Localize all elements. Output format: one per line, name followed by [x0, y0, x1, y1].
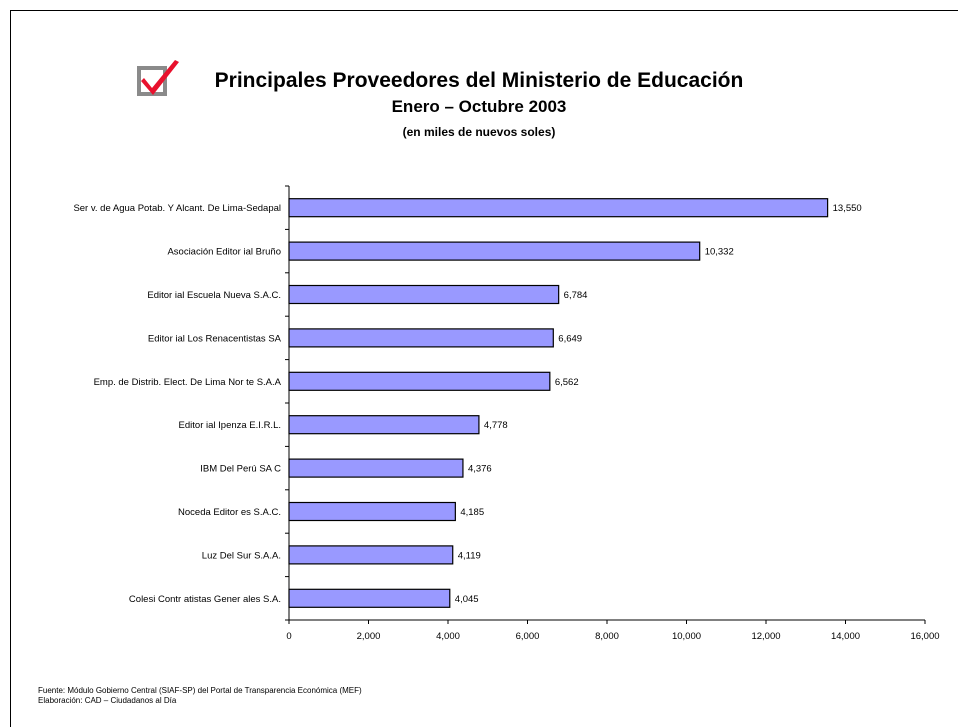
chart-units: (en miles de nuevos soles)	[402, 125, 556, 139]
bar	[288, 458, 464, 478]
footer-credit: Elaboración: CAD – Ciudadanos al Día	[38, 696, 177, 705]
category-label: Asociación Editor ial Bruño	[167, 247, 281, 258]
x-tick-label: 10,000	[672, 631, 701, 642]
x-tick-label: 6,000	[516, 631, 540, 642]
category-label: Colesi Contr atistas Gener ales S.A.	[129, 594, 281, 605]
chart-frame	[10, 10, 958, 727]
bar	[288, 545, 454, 565]
data-label: 6,784	[564, 290, 588, 301]
data-label: 4,119	[458, 550, 481, 561]
category-label: Noceda Editor es S.A.C.	[178, 507, 281, 518]
category-label: IBM Del Perú SA C	[200, 464, 281, 475]
bar	[288, 241, 701, 261]
bar	[288, 415, 480, 435]
x-tick-label: 0	[286, 631, 291, 642]
bar	[288, 501, 456, 522]
x-tick-label: 14,000	[831, 631, 860, 642]
data-label: 4,045	[455, 594, 479, 605]
data-label: 4,376	[468, 464, 492, 475]
category-label: Editor ial Los Renacentistas SA	[148, 333, 282, 344]
category-label: Editor ial Escuela Nueva S.A.C.	[147, 290, 281, 301]
bar	[288, 328, 554, 348]
category-label: Emp. de Distrib. Elect. De Lima Nor te S…	[94, 377, 282, 388]
x-tick-label: 12,000	[751, 631, 780, 642]
bar	[288, 198, 829, 218]
data-label: 10,332	[705, 247, 734, 258]
data-label: 4,778	[484, 420, 508, 431]
chart-title: Principales Proveedores del Ministerio d…	[214, 69, 744, 92]
category-label: Ser v. de Agua Potab. Y Alcant. De Lima-…	[73, 203, 281, 214]
bar	[288, 284, 560, 305]
category-label: Luz Del Sur S.A.A.	[202, 550, 281, 561]
category-label: Editor ial Ipenza E.I.R.L.	[179, 420, 281, 431]
data-label: 4,185	[460, 507, 484, 518]
bar	[288, 371, 551, 391]
checkbox-check-icon	[137, 60, 179, 96]
x-tick-label: 16,000	[910, 631, 939, 642]
x-tick-label: 8,000	[595, 631, 619, 642]
footer-source: Fuente: Módulo Gobierno Central (SIAF-SP…	[38, 686, 362, 695]
data-label: 6,562	[555, 377, 579, 388]
x-tick-label: 2,000	[357, 631, 381, 642]
data-label: 13,550	[833, 203, 862, 214]
chart-subtitle: Enero – Octubre 2003	[391, 97, 567, 116]
x-tick-label: 4,000	[436, 631, 460, 642]
bar	[288, 588, 451, 608]
data-label: 6,649	[558, 333, 582, 344]
